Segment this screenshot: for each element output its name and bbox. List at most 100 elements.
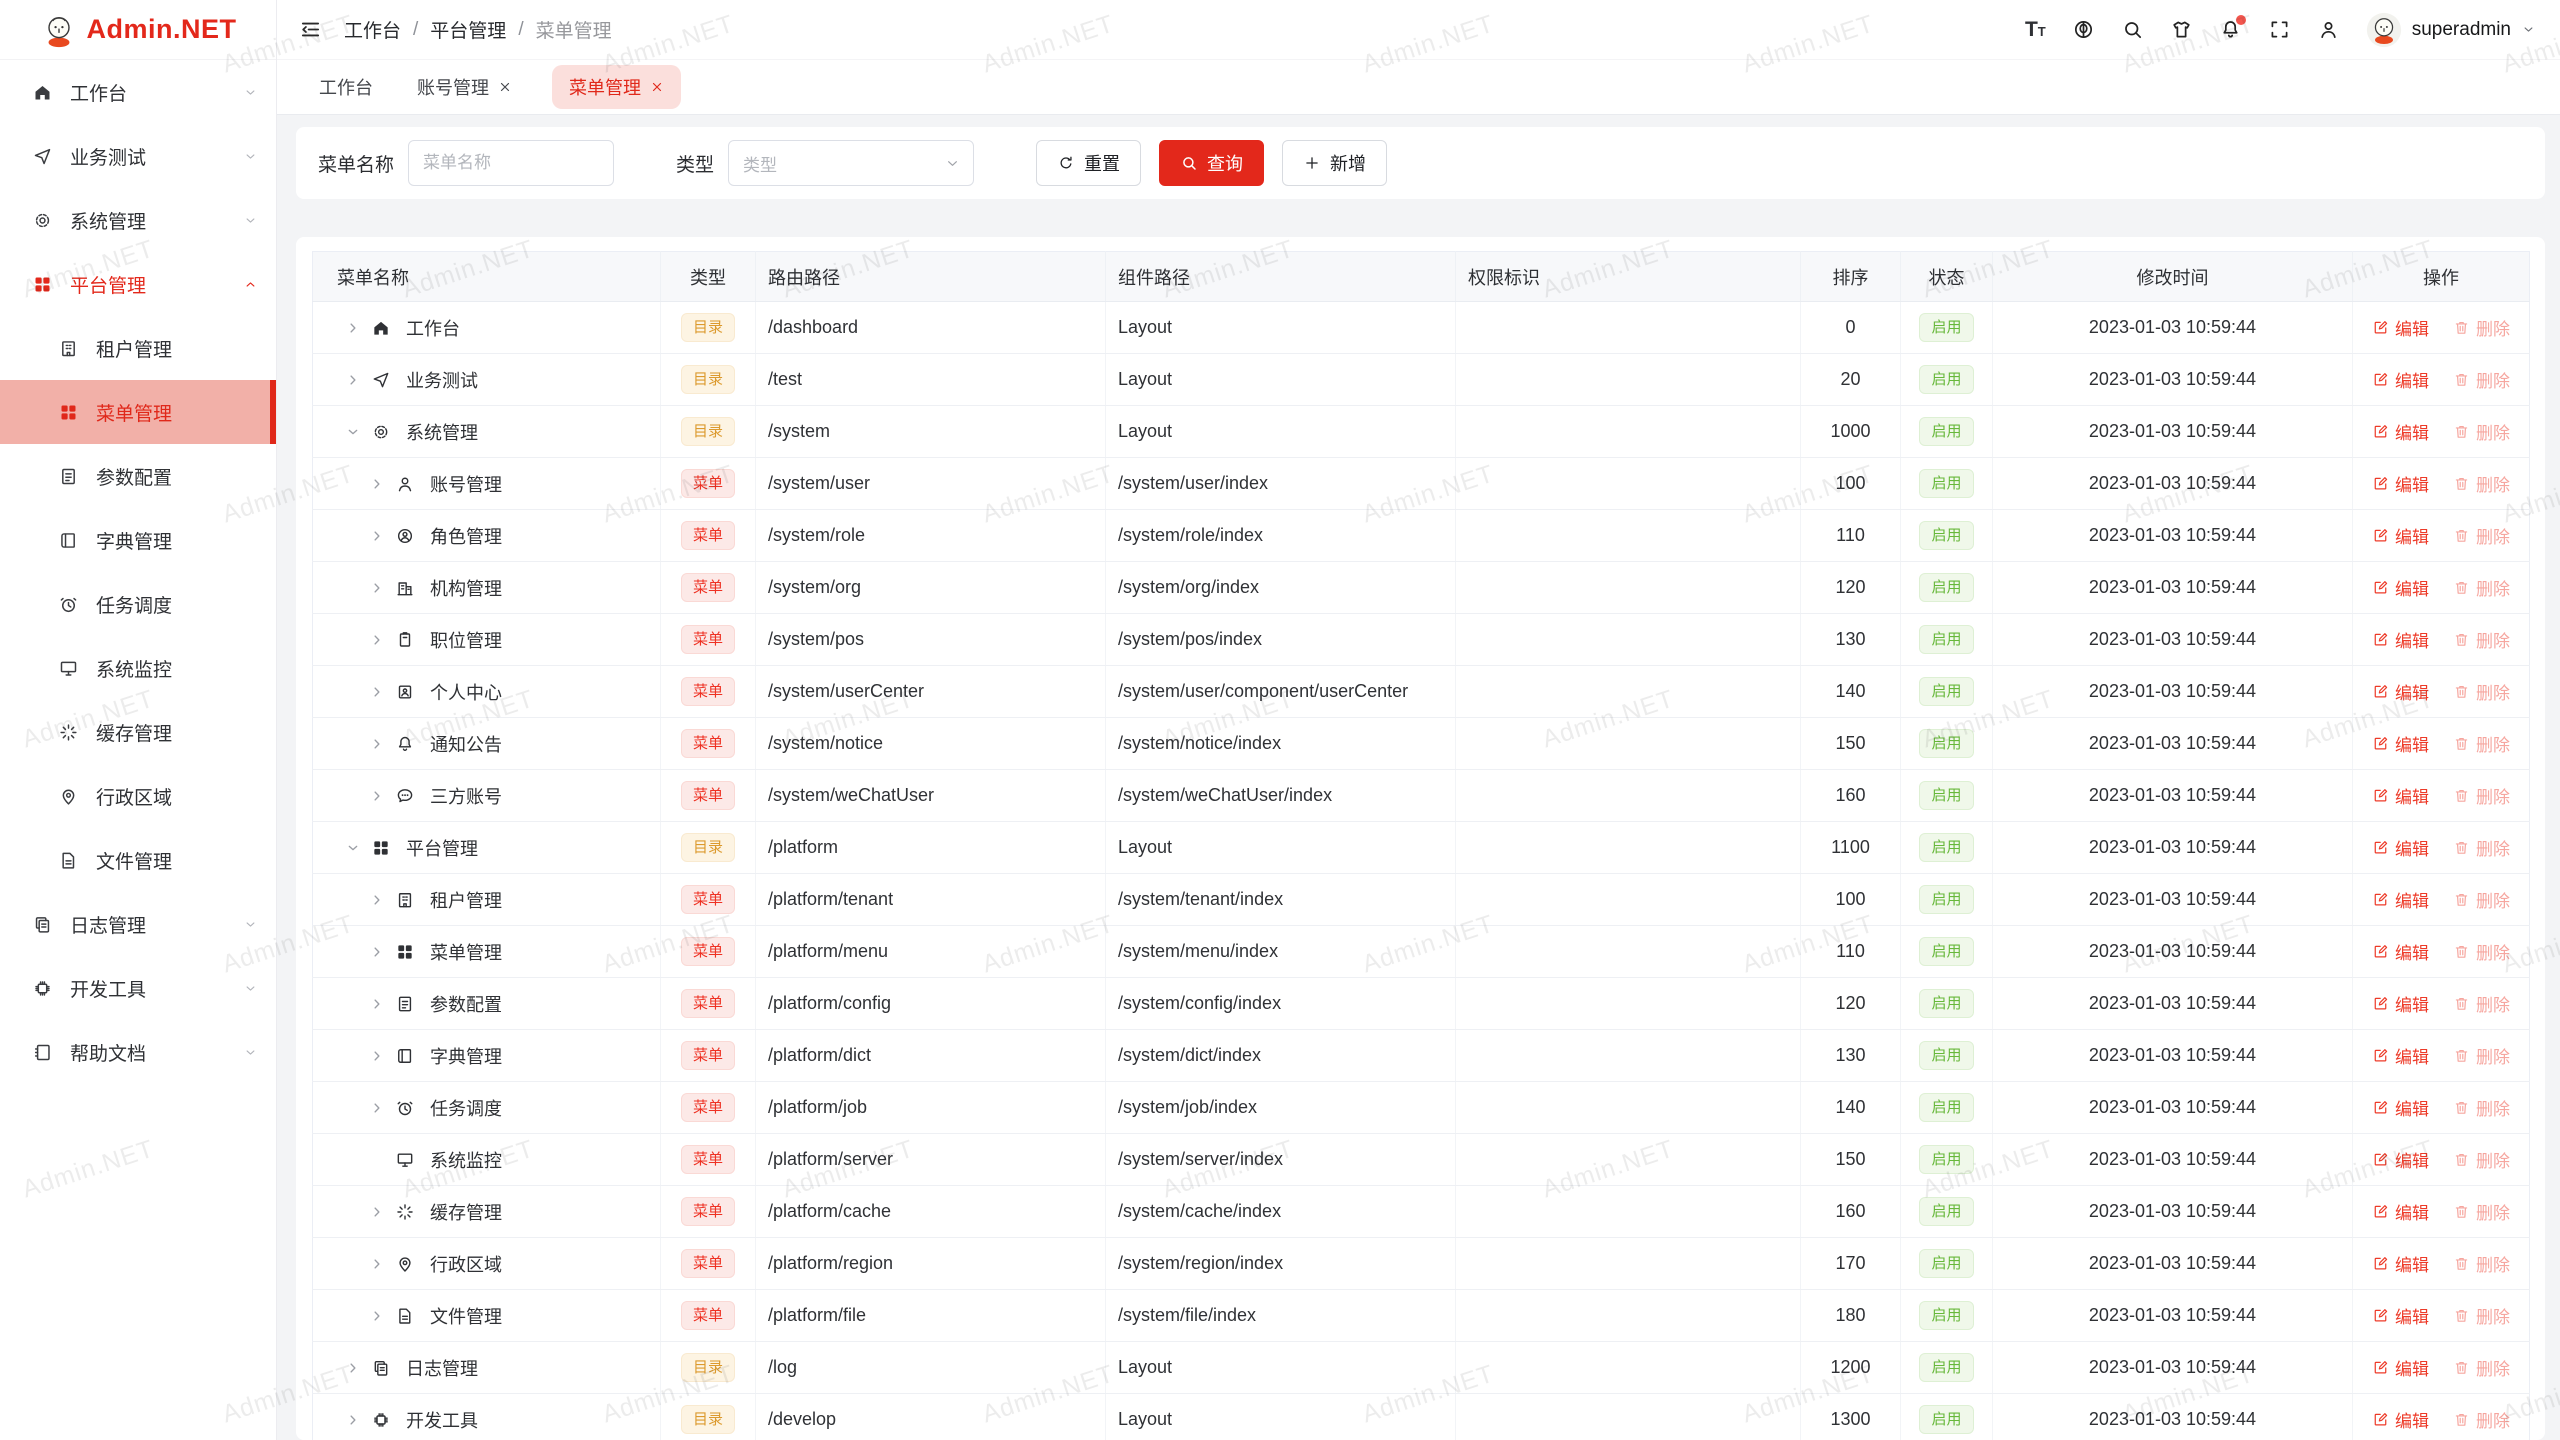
tab-active[interactable]: 菜单管理 <box>552 65 681 109</box>
expand-row-icon[interactable] <box>369 1256 395 1272</box>
profile-icon[interactable] <box>2317 18 2340 41</box>
app-logo[interactable]: Admin.NET <box>0 0 276 60</box>
edit-button[interactable]: 编辑 <box>2372 1407 2429 1432</box>
collapse-menu-icon[interactable] <box>299 18 322 41</box>
delete-button[interactable]: 删除 <box>2453 1303 2510 1328</box>
edit-button[interactable]: 编辑 <box>2372 991 2429 1016</box>
edit-button[interactable]: 编辑 <box>2372 835 2429 860</box>
collapse-row-icon[interactable] <box>345 424 371 440</box>
edit-button[interactable]: 编辑 <box>2372 419 2429 444</box>
sidebar-item-param-config[interactable]: 参数配置 <box>0 444 276 508</box>
expand-row-icon[interactable] <box>369 684 395 700</box>
font-size-icon[interactable]: TT <box>2024 18 2046 41</box>
collapse-row-icon[interactable] <box>345 840 371 856</box>
add-button[interactable]: 新增 <box>1282 140 1388 186</box>
tab-item[interactable]: 工作台 <box>315 65 377 109</box>
sidebar-item-menu-mgmt[interactable]: 菜单管理 <box>0 380 276 444</box>
edit-button[interactable]: 编辑 <box>2372 315 2429 340</box>
sidebar-item-file-mgmt[interactable]: 文件管理 <box>0 828 276 892</box>
expand-row-icon[interactable] <box>369 1308 395 1324</box>
delete-button[interactable]: 删除 <box>2453 887 2510 912</box>
delete-button[interactable]: 删除 <box>2453 1407 2510 1432</box>
edit-button[interactable]: 编辑 <box>2372 523 2429 548</box>
expand-row-icon[interactable] <box>369 736 395 752</box>
close-icon[interactable] <box>498 80 512 94</box>
breadcrumb-item[interactable]: 平台管理 <box>430 21 507 42</box>
expand-row-icon[interactable] <box>369 996 395 1012</box>
sidebar-item-job-schedule[interactable]: 任务调度 <box>0 572 276 636</box>
query-button[interactable]: 查询 <box>1159 140 1265 186</box>
edit-button[interactable]: 编辑 <box>2372 679 2429 704</box>
sidebar-item-help-docs[interactable]: 帮助文档 <box>0 1020 276 1084</box>
expand-row-icon[interactable] <box>345 372 371 388</box>
sidebar-item-system-mgmt[interactable]: 系统管理 <box>0 188 276 252</box>
sidebar-item-business-test[interactable]: 业务测试 <box>0 124 276 188</box>
edit-button[interactable]: 编辑 <box>2372 1095 2429 1120</box>
edit-button[interactable]: 编辑 <box>2372 575 2429 600</box>
delete-button[interactable]: 删除 <box>2453 315 2510 340</box>
expand-row-icon[interactable] <box>369 1204 395 1220</box>
delete-button[interactable]: 删除 <box>2453 939 2510 964</box>
delete-button[interactable]: 删除 <box>2453 367 2510 392</box>
search-icon[interactable] <box>2121 18 2144 41</box>
sidebar-item-system-monitor[interactable]: 系统监控 <box>0 636 276 700</box>
edit-button[interactable]: 编辑 <box>2372 1303 2429 1328</box>
delete-button[interactable]: 删除 <box>2453 575 2510 600</box>
expand-row-icon[interactable] <box>369 1100 395 1116</box>
delete-button[interactable]: 删除 <box>2453 523 2510 548</box>
sidebar-item-admin-region[interactable]: 行政区域 <box>0 764 276 828</box>
user-menu[interactable]: superadmin <box>2366 12 2536 48</box>
expand-row-icon[interactable] <box>369 476 395 492</box>
expand-row-icon[interactable] <box>345 1360 371 1376</box>
delete-button[interactable]: 删除 <box>2453 1355 2510 1380</box>
edit-button[interactable]: 编辑 <box>2372 1043 2429 1068</box>
edit-button[interactable]: 编辑 <box>2372 627 2429 652</box>
delete-button[interactable]: 删除 <box>2453 1147 2510 1172</box>
delete-button[interactable]: 删除 <box>2453 1199 2510 1224</box>
delete-button[interactable]: 删除 <box>2453 471 2510 496</box>
expand-row-icon[interactable] <box>369 632 395 648</box>
reset-button[interactable]: 重置 <box>1036 140 1142 186</box>
edit-button[interactable]: 编辑 <box>2372 939 2429 964</box>
notification-icon[interactable] <box>2219 15 2246 41</box>
delete-button[interactable]: 删除 <box>2453 419 2510 444</box>
sidebar-item-dev-tools[interactable]: 开发工具 <box>0 956 276 1020</box>
delete-button[interactable]: 删除 <box>2453 731 2510 756</box>
edit-button[interactable]: 编辑 <box>2372 1147 2429 1172</box>
expand-row-icon[interactable] <box>345 1412 371 1428</box>
breadcrumb-item[interactable]: 工作台 <box>344 21 402 42</box>
sidebar-item-dict-mgmt[interactable]: 字典管理 <box>0 508 276 572</box>
sidebar-item-platform-mgmt[interactable]: 平台管理 <box>0 252 276 316</box>
delete-button[interactable]: 删除 <box>2453 1251 2510 1276</box>
edit-button[interactable]: 编辑 <box>2372 731 2429 756</box>
expand-row-icon[interactable] <box>345 320 371 336</box>
language-icon[interactable] <box>2072 18 2095 41</box>
expand-row-icon[interactable] <box>369 892 395 908</box>
sidebar-item-log-mgmt[interactable]: 日志管理 <box>0 892 276 956</box>
delete-button[interactable]: 删除 <box>2453 627 2510 652</box>
expand-row-icon[interactable] <box>369 580 395 596</box>
theme-icon[interactable] <box>2170 18 2193 41</box>
edit-button[interactable]: 编辑 <box>2372 471 2429 496</box>
expand-row-icon[interactable] <box>369 944 395 960</box>
sidebar-item-cache-mgmt[interactable]: 缓存管理 <box>0 700 276 764</box>
close-icon[interactable] <box>650 80 664 94</box>
edit-button[interactable]: 编辑 <box>2372 1355 2429 1380</box>
tab-item[interactable]: 账号管理 <box>413 65 516 109</box>
expand-row-icon[interactable] <box>369 788 395 804</box>
edit-button[interactable]: 编辑 <box>2372 1251 2429 1276</box>
fullscreen-icon[interactable] <box>2268 18 2291 41</box>
edit-button[interactable]: 编辑 <box>2372 783 2429 808</box>
delete-button[interactable]: 删除 <box>2453 835 2510 860</box>
edit-button[interactable]: 编辑 <box>2372 887 2429 912</box>
menu-name-input[interactable] <box>408 140 615 186</box>
sidebar-item-workbench[interactable]: 工作台 <box>0 60 276 124</box>
edit-button[interactable]: 编辑 <box>2372 1199 2429 1224</box>
sidebar-item-tenant-mgmt[interactable]: 租户管理 <box>0 316 276 380</box>
edit-button[interactable]: 编辑 <box>2372 367 2429 392</box>
delete-button[interactable]: 删除 <box>2453 783 2510 808</box>
delete-button[interactable]: 删除 <box>2453 1095 2510 1120</box>
expand-row-icon[interactable] <box>369 528 395 544</box>
type-select[interactable]: 类型 <box>728 140 975 186</box>
expand-row-icon[interactable] <box>369 1048 395 1064</box>
